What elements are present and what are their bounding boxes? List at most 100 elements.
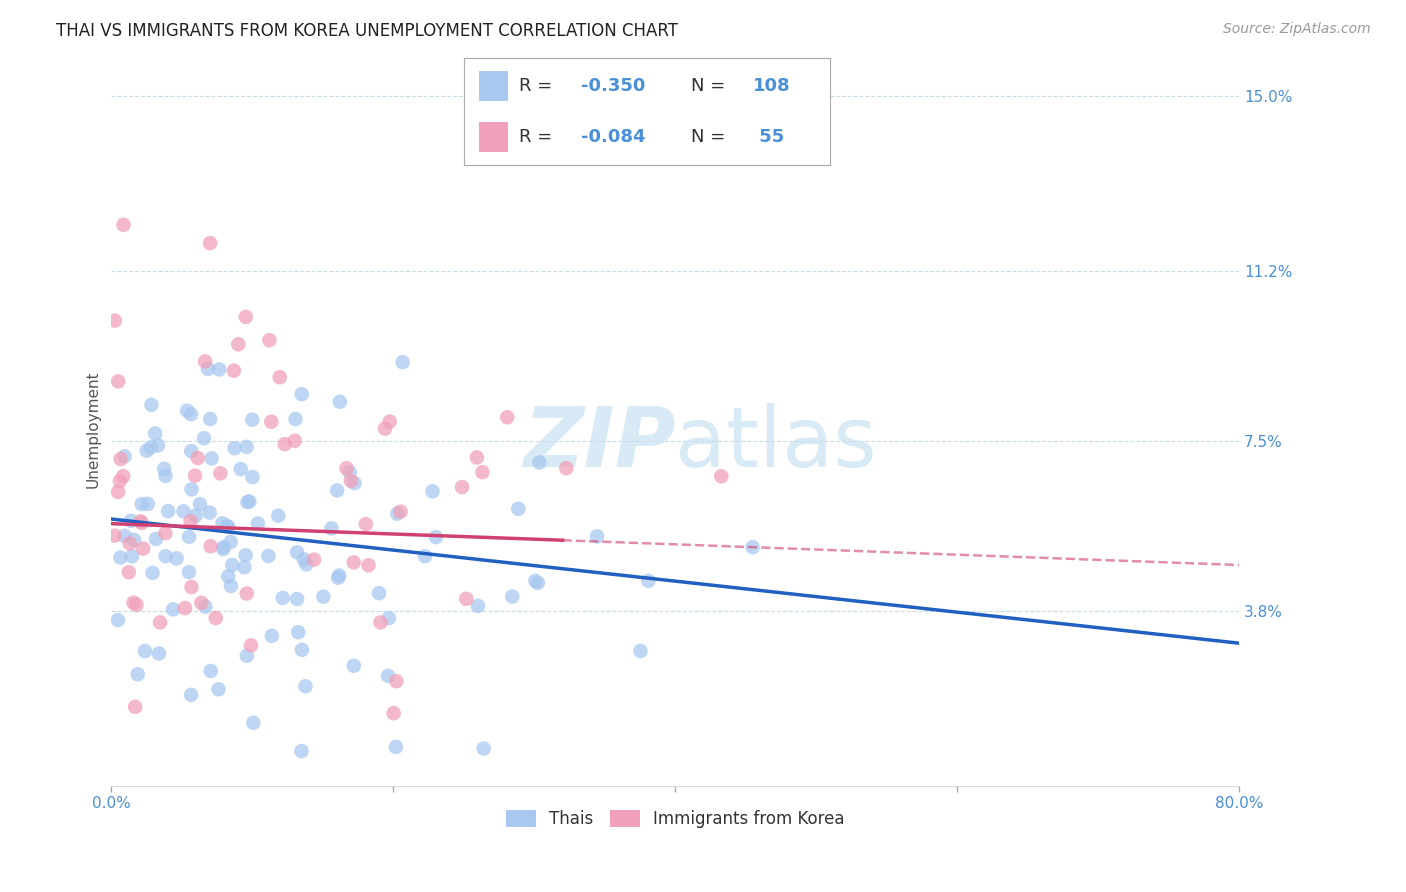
- Point: [217, 519, 239, 533]
- Point: [204, 611, 226, 625]
- Point: [153, 462, 176, 476]
- Point: [343, 556, 366, 570]
- Point: [472, 741, 495, 756]
- Point: [211, 516, 233, 531]
- Point: [287, 625, 309, 640]
- Point: [524, 574, 547, 588]
- Point: [242, 715, 264, 730]
- Point: [555, 461, 578, 475]
- Point: [149, 615, 172, 630]
- Point: [207, 682, 229, 697]
- Bar: [478, 70, 508, 101]
- Point: [235, 549, 257, 563]
- Point: [413, 549, 436, 564]
- Point: [221, 558, 243, 572]
- Point: [114, 450, 136, 464]
- Point: [343, 658, 366, 673]
- Point: [157, 504, 180, 518]
- Text: -0.350: -0.350: [581, 77, 645, 95]
- Point: [229, 462, 252, 476]
- Point: [471, 465, 494, 479]
- Point: [134, 644, 156, 658]
- Point: [184, 468, 207, 483]
- Point: [508, 501, 530, 516]
- Point: [219, 535, 242, 549]
- Point: [132, 541, 155, 556]
- Point: [501, 590, 523, 604]
- Point: [425, 530, 447, 544]
- Point: [131, 497, 153, 511]
- Point: [129, 515, 152, 529]
- Point: [146, 438, 169, 452]
- Point: [637, 574, 659, 588]
- Point: [118, 536, 141, 550]
- Bar: [478, 122, 508, 153]
- Point: [368, 586, 391, 600]
- Point: [630, 644, 652, 658]
- Point: [107, 613, 129, 627]
- Point: [235, 440, 257, 454]
- Point: [741, 540, 763, 554]
- Point: [217, 569, 239, 583]
- Point: [382, 706, 405, 721]
- Point: [198, 506, 221, 520]
- Point: [357, 558, 380, 573]
- Point: [194, 354, 217, 368]
- Point: [141, 398, 163, 412]
- Point: [233, 560, 256, 574]
- Point: [710, 469, 733, 483]
- Point: [285, 592, 308, 607]
- Point: [238, 494, 260, 508]
- Point: [290, 744, 312, 758]
- Point: [335, 461, 357, 475]
- Point: [329, 394, 352, 409]
- Point: [114, 529, 136, 543]
- Point: [180, 408, 202, 422]
- Legend: Thais, Immigrants from Korea: Thais, Immigrants from Korea: [499, 803, 852, 835]
- Point: [110, 452, 132, 467]
- Point: [328, 571, 350, 585]
- Point: [136, 497, 159, 511]
- Text: N =: N =: [690, 128, 725, 146]
- Point: [284, 412, 307, 426]
- Text: N =: N =: [690, 77, 725, 95]
- Point: [187, 450, 209, 465]
- Point: [194, 599, 217, 614]
- Point: [257, 549, 280, 563]
- Point: [235, 310, 257, 324]
- Point: [107, 375, 129, 389]
- Point: [295, 558, 318, 572]
- Point: [219, 579, 242, 593]
- Point: [340, 474, 363, 488]
- Point: [328, 568, 350, 582]
- Point: [197, 362, 219, 376]
- Point: [326, 483, 349, 498]
- Point: [198, 236, 221, 251]
- Point: [529, 455, 551, 469]
- Point: [339, 466, 361, 480]
- Point: [236, 495, 259, 509]
- Point: [180, 580, 202, 594]
- Point: [312, 590, 335, 604]
- Point: [118, 566, 141, 580]
- Point: [378, 415, 401, 429]
- Point: [385, 739, 408, 754]
- Text: Source: ZipAtlas.com: Source: ZipAtlas.com: [1223, 22, 1371, 37]
- Point: [179, 530, 201, 544]
- Point: [104, 529, 127, 543]
- Point: [155, 469, 177, 483]
- Point: [166, 551, 188, 566]
- Point: [240, 413, 263, 427]
- Point: [177, 565, 200, 579]
- Point: [271, 591, 294, 605]
- Point: [302, 552, 325, 566]
- Point: [127, 667, 149, 681]
- Point: [104, 313, 127, 327]
- Text: -0.084: -0.084: [581, 128, 645, 146]
- Point: [224, 441, 246, 455]
- Point: [188, 497, 211, 511]
- Point: [422, 484, 444, 499]
- Point: [143, 426, 166, 441]
- Point: [112, 218, 135, 232]
- Point: [294, 679, 316, 693]
